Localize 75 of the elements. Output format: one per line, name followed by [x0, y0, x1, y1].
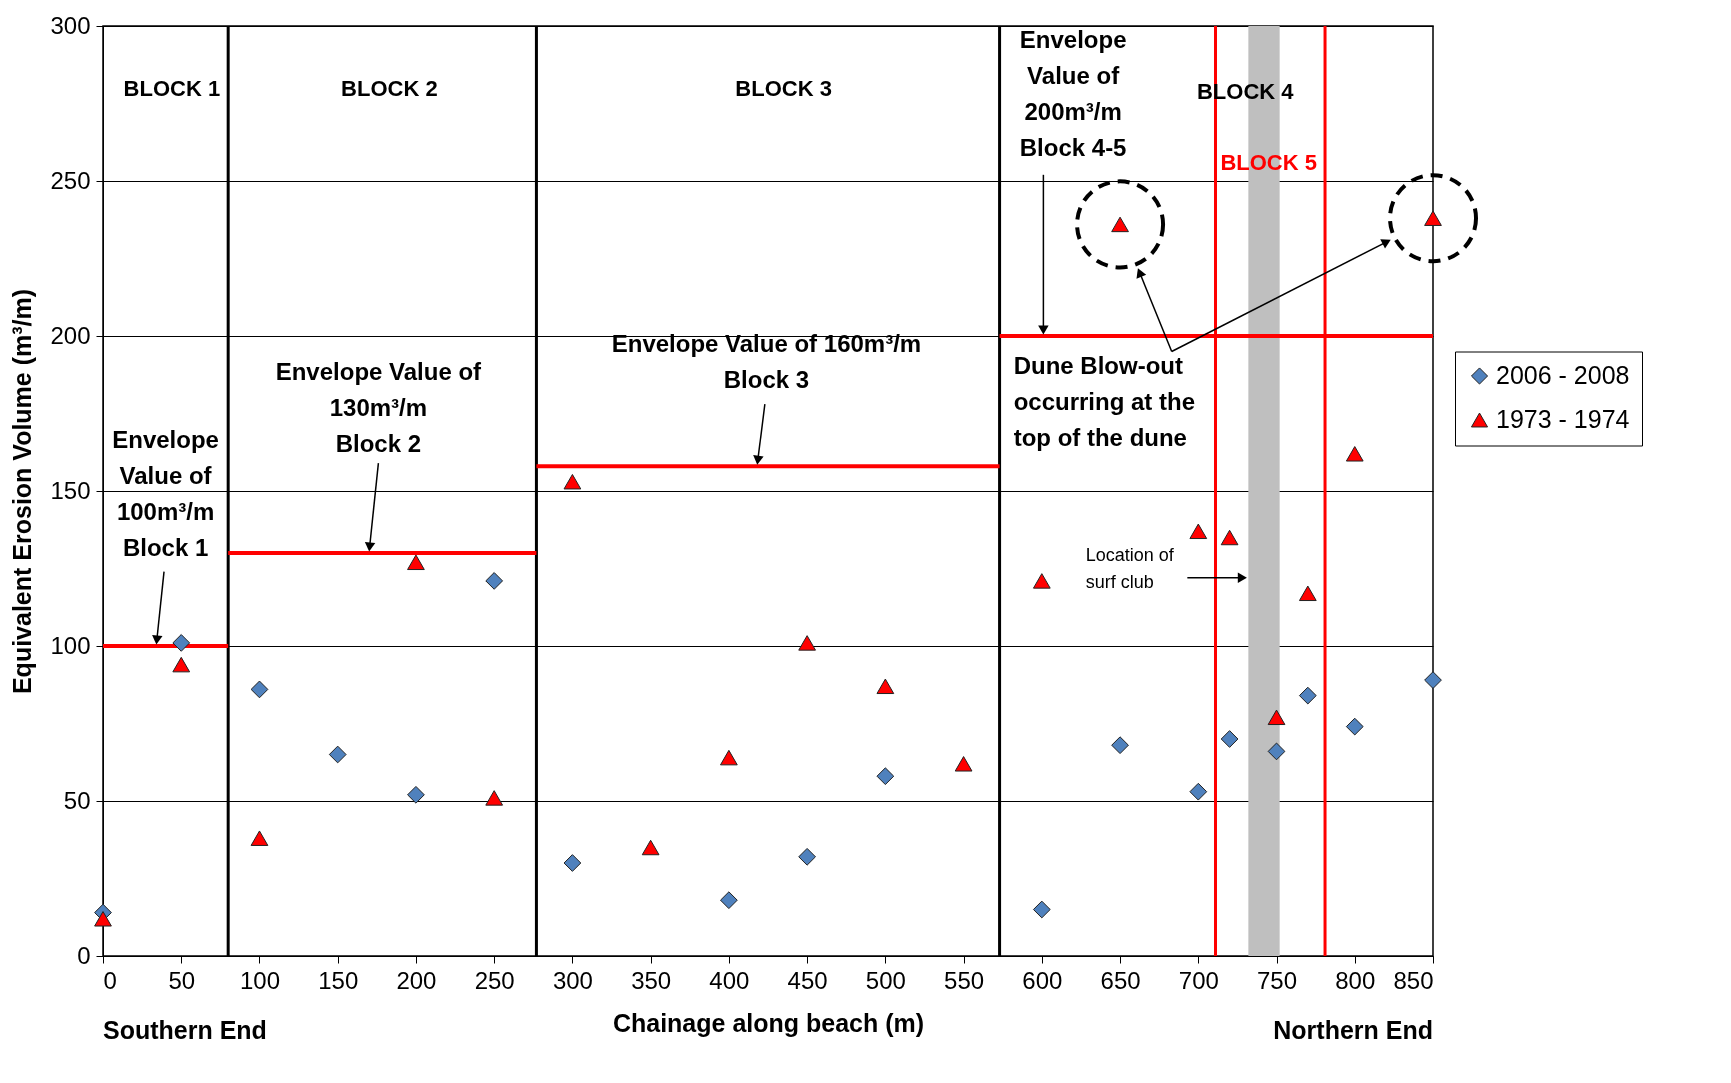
point — [485, 790, 504, 806]
y-tick-label: 150 — [50, 476, 91, 504]
point — [1345, 446, 1364, 462]
point — [1032, 573, 1051, 589]
point — [1298, 585, 1317, 602]
annotation: BLOCK 3 — [735, 75, 832, 101]
x-tick-label: 850 — [1393, 966, 1434, 994]
annotation: Envelope Value of 160m³/m Block 3 — [611, 329, 922, 393]
x-tick-label: 100 — [239, 966, 280, 994]
point — [876, 767, 895, 786]
x-tick-label: 600 — [1022, 966, 1063, 994]
point — [798, 635, 816, 651]
x-tick-label: 150 — [318, 966, 359, 994]
x-tick-label: 50 — [168, 966, 196, 994]
point — [250, 830, 269, 846]
x-tick-label: 400 — [709, 966, 750, 994]
annotation: BLOCK 2 — [341, 75, 438, 101]
x-tick-label: 450 — [787, 966, 828, 994]
x-tick-label: 200 — [396, 966, 437, 994]
point — [250, 680, 269, 699]
point — [876, 678, 895, 695]
y-tick-label: 100 — [50, 631, 91, 659]
point — [1267, 742, 1286, 761]
x-tick-label: 300 — [552, 966, 593, 994]
point — [328, 745, 347, 764]
point — [563, 854, 582, 872]
point — [1220, 529, 1239, 546]
annotation: BLOCK 1 — [123, 75, 221, 101]
annotation: Location of surf club — [1085, 544, 1175, 592]
y-tick-label: 50 — [63, 786, 91, 814]
annotation: Dune Blow-out occurring at the top of the dune — [1013, 351, 1196, 451]
y-tick-label: 300 — [50, 11, 91, 39]
annotation: Envelope Value of 100m³/m Block 1 — [112, 426, 219, 561]
legend-label: 2006 - 2008 — [1496, 361, 1630, 389]
y-tick-label: 200 — [50, 321, 91, 349]
point — [172, 634, 191, 652]
x-tick-label: 250 — [474, 966, 515, 994]
point — [407, 785, 425, 804]
text: Northern End — [1273, 1016, 1433, 1044]
annotation: Envelope Value of 130m³/m Block 2 — [275, 357, 483, 457]
x-tick-label: 650 — [1100, 966, 1141, 994]
x-tick-label: 800 — [1335, 966, 1376, 994]
point — [1032, 900, 1051, 919]
point — [1345, 717, 1364, 736]
x-tick-label: 350 — [631, 966, 672, 994]
point — [720, 749, 738, 766]
point — [954, 756, 973, 772]
point — [1220, 730, 1239, 748]
point — [1267, 709, 1286, 726]
point — [798, 847, 816, 866]
x-tick-label: 700 — [1178, 966, 1219, 994]
legend-label: 1973 - 1974 — [1496, 405, 1630, 433]
point — [641, 839, 660, 856]
x-tick-label: 0 — [103, 966, 117, 994]
point — [1189, 523, 1208, 540]
point — [485, 572, 504, 590]
annotation: BLOCK 5 — [1220, 150, 1317, 176]
x-tick-label: 750 — [1257, 966, 1298, 994]
text: Southern End — [103, 1016, 267, 1044]
y-tick-label: 0 — [77, 941, 91, 969]
point — [172, 656, 191, 673]
x-tick-label: 550 — [944, 966, 985, 994]
annotation: Envelope Value of 200m³/m Block 4-5 — [1019, 26, 1127, 162]
point — [720, 891, 738, 910]
point — [94, 911, 112, 927]
point — [563, 473, 582, 490]
y-tick-label: 250 — [50, 166, 91, 194]
x-axis-title: Chainage along beach (m) — [612, 1008, 925, 1037]
point — [1424, 671, 1442, 689]
point — [1189, 782, 1208, 801]
y-axis-title: Equivalent Erosion Volume (m³/m) — [8, 288, 37, 695]
point — [1298, 686, 1317, 705]
x-tick-label: 500 — [865, 966, 906, 994]
point — [1111, 736, 1129, 755]
point — [407, 554, 425, 571]
